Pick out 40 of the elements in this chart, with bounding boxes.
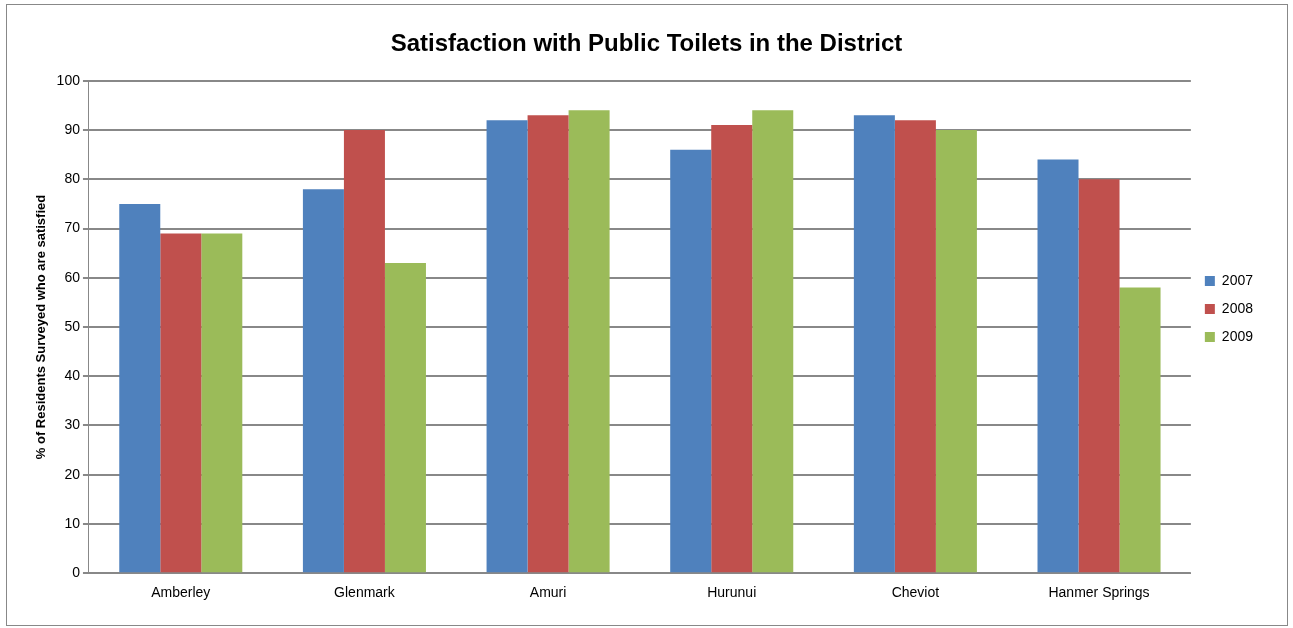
x-tick-label: Amuri — [529, 584, 567, 601]
legend-label: 2009 — [1221, 327, 1254, 344]
bar — [670, 149, 712, 573]
x-tick-label: Cheviot — [891, 584, 940, 601]
y-tick-label: 60 — [64, 268, 81, 285]
legend-label: 2008 — [1221, 299, 1254, 316]
bar — [711, 125, 753, 573]
bar — [894, 120, 936, 573]
bar — [1078, 179, 1120, 573]
y-tick-label: 20 — [64, 465, 81, 482]
bar — [486, 120, 528, 573]
bar — [119, 203, 161, 573]
y-tick-label: 40 — [64, 367, 81, 384]
bar — [201, 233, 243, 573]
bar — [752, 110, 794, 573]
y-tick-label: 90 — [64, 120, 81, 137]
y-tick-label: 70 — [64, 219, 81, 236]
bar — [527, 115, 569, 573]
legend-label: 2007 — [1221, 271, 1254, 288]
bar — [343, 130, 385, 573]
bar — [384, 262, 426, 573]
y-tick-label: 10 — [64, 514, 81, 531]
bar — [1037, 159, 1079, 573]
bar — [1119, 287, 1161, 573]
x-tick-label: Amberley — [151, 584, 211, 601]
bar — [302, 189, 344, 573]
chart-title: Satisfaction with Public Toilets in the District — [390, 29, 903, 57]
y-axis-title: % of Residents Surveyed who are satisfied — [33, 194, 49, 460]
bar — [935, 130, 977, 573]
x-tick-label: Hanmer Springs — [1048, 584, 1150, 601]
bar — [160, 233, 202, 573]
bar — [853, 115, 895, 573]
y-tick-label: 0 — [72, 564, 81, 581]
y-tick-label: 30 — [64, 416, 81, 433]
y-tick-label: 50 — [64, 317, 81, 334]
x-tick-label: Glenmark — [334, 584, 396, 601]
x-tick-label: Hurunui — [707, 584, 757, 601]
bar — [568, 110, 610, 573]
y-tick-label: 100 — [56, 71, 81, 88]
y-tick-label: 80 — [64, 170, 81, 187]
